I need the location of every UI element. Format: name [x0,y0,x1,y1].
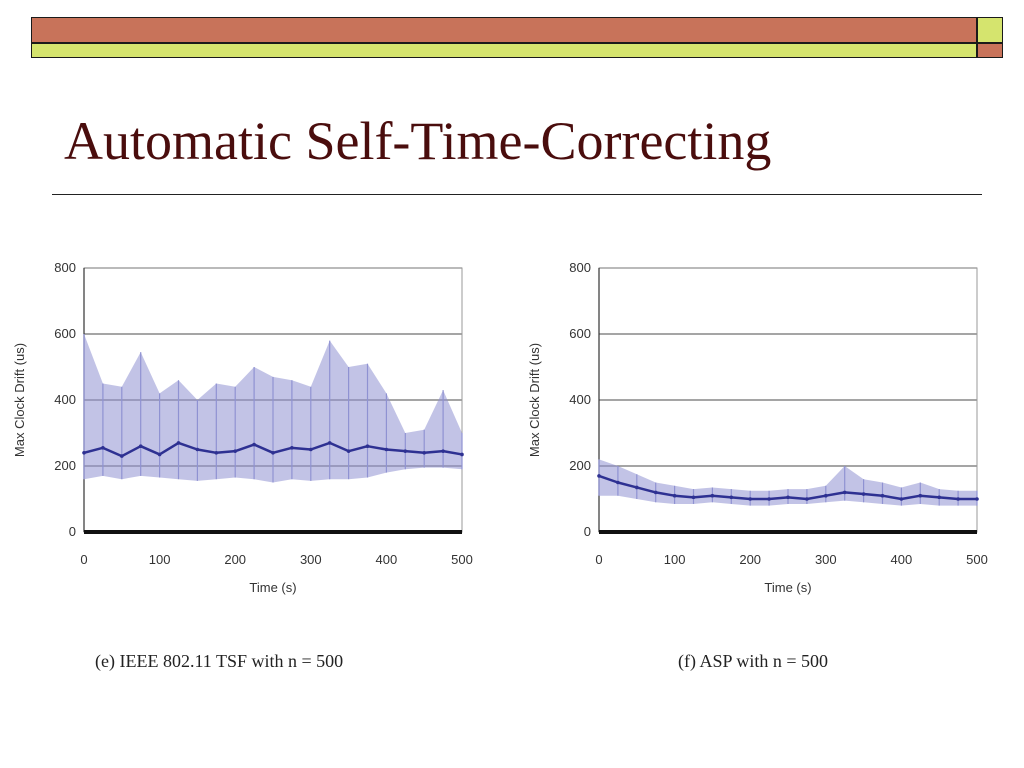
data-point [195,447,200,452]
y-tick-label: 400 [54,392,76,407]
header-square-main [977,43,1003,58]
x-tick-label: 200 [224,552,246,567]
data-point [82,451,86,455]
x-tick-label: 300 [300,552,322,567]
x-tick-label: 0 [80,552,87,567]
data-point [460,452,464,457]
y-tick-label: 400 [569,392,591,407]
data-point [176,441,181,445]
data-point [672,493,677,498]
x-tick-label: 400 [376,552,398,567]
data-point [842,490,847,495]
x-tick-label: 100 [149,552,171,567]
y-tick-label: 0 [584,524,591,539]
data-point [748,497,752,501]
x-tick-label: 400 [891,552,913,567]
y-axis-title: Max Clock Drift (us) [12,343,27,457]
data-point [616,480,620,485]
x-tick-label: 500 [451,552,473,567]
data-point [635,485,639,490]
x-axis-title: Time (s) [764,580,811,595]
data-point [597,474,601,478]
data-point [365,444,370,448]
x-axis-title: Time (s) [249,580,296,595]
x-tick-label: 100 [664,552,686,567]
caption-ieee-tsf: (e) IEEE 802.11 TSF with n = 500 [95,651,344,671]
data-point [138,444,143,448]
data-point [309,447,313,452]
data-point [899,497,904,501]
data-point [653,490,658,495]
y-tick-label: 0 [69,524,76,539]
caption-asp: (f) ASP with n = 500 [678,651,828,671]
data-point [327,441,332,445]
title-divider [52,194,982,195]
data-point [252,442,256,447]
data-point [691,495,696,500]
data-point [918,493,923,498]
data-point [403,449,408,453]
data-point [805,497,809,501]
data-point [441,449,445,453]
data-point [346,449,351,453]
data-point [937,495,941,500]
slide-title: Automatic Self-Time-Correcting [64,111,772,171]
data-point [786,495,790,500]
x-tick-label: 0 [595,552,602,567]
data-point [880,493,885,498]
y-tick-label: 200 [54,458,76,473]
data-point [120,454,124,458]
data-point [729,495,734,500]
data-point [975,497,979,501]
y-tick-label: 200 [569,458,591,473]
y-tick-label: 600 [54,326,76,341]
header-square-accent [977,17,1003,43]
chart-ieee-tsf: 0 200 400 600 800 0 100 200 300 400 500 Time (s) Max… [12,260,473,595]
data-point [384,447,389,452]
data-point [214,451,219,455]
y-tick-label: 800 [54,260,76,275]
header-bar-accent [31,43,977,58]
x-tick-label: 200 [739,552,761,567]
y-tick-label: 600 [569,326,591,341]
y-axis-title: Max Clock Drift (us) [527,343,542,457]
chart-asp: 0 200 400 600 800 0 100 200 300 400 500 Time (s) Max… [527,260,988,595]
data-point [290,446,294,450]
y-tick-label: 800 [569,260,591,275]
data-point [101,446,105,450]
data-point [956,497,960,501]
data-point [233,449,237,453]
data-point [824,493,828,498]
data-point [861,492,866,496]
data-point [271,451,275,455]
data-point [710,493,715,498]
x-tick-label: 500 [966,552,988,567]
data-point [422,451,427,455]
x-tick-label: 300 [815,552,837,567]
data-point [157,452,162,457]
data-point [767,497,771,501]
header-bar-main [31,17,977,43]
